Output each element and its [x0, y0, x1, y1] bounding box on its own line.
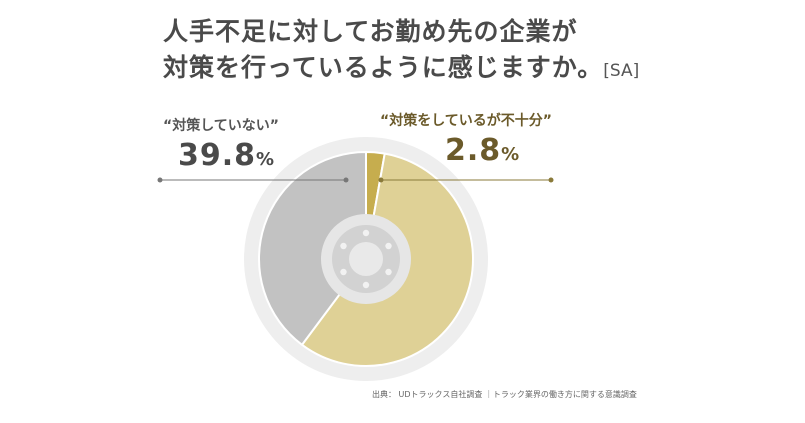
value-unit: % [256, 149, 275, 170]
title-tag: [SA] [603, 61, 640, 81]
hub-bolt [385, 242, 392, 250]
title-line-2-text: 対策を行っているように感じますか。 [163, 53, 604, 82]
slice-value-not-doing: 39.8% [178, 138, 274, 173]
title-line-2: 対策を行っているように感じますか。[SA] [163, 50, 639, 89]
hub-bolt [362, 229, 370, 237]
hub-bolt [362, 281, 370, 289]
leader-not-doing-dot [343, 177, 349, 183]
value-number: 2.8 [445, 133, 502, 168]
slice-value-insufficient: 2.8% [445, 133, 519, 168]
hub-bolt [385, 268, 392, 276]
value-unit: % [501, 144, 520, 165]
title-line-1: 人手不足に対してお勤め先の企業が [163, 17, 578, 46]
leader-not-doing-dot [157, 177, 163, 183]
hub-center [349, 242, 383, 276]
value-number: 39.8 [178, 138, 257, 173]
leader-insufficient-dot [378, 177, 384, 183]
slice-label-insufficient: “対策をしているが不十分” [380, 113, 552, 129]
source-note: 出典： UDトラックス自社調査 ｜トラック業界の働き方に関する意識調査 [372, 390, 637, 399]
leader-insufficient-dot [548, 177, 554, 183]
slice-not-doing [258, 150, 367, 347]
hub-bolt [340, 268, 347, 276]
hub-bolt [340, 242, 347, 250]
slice-label-not-doing: “対策していない” [163, 118, 279, 134]
hub-bolts [340, 229, 392, 289]
chart-title: 人手不足に対してお勤め先の企業が 対策を行っているように感じますか。[SA] [163, 14, 639, 89]
leader-lines [157, 177, 554, 183]
